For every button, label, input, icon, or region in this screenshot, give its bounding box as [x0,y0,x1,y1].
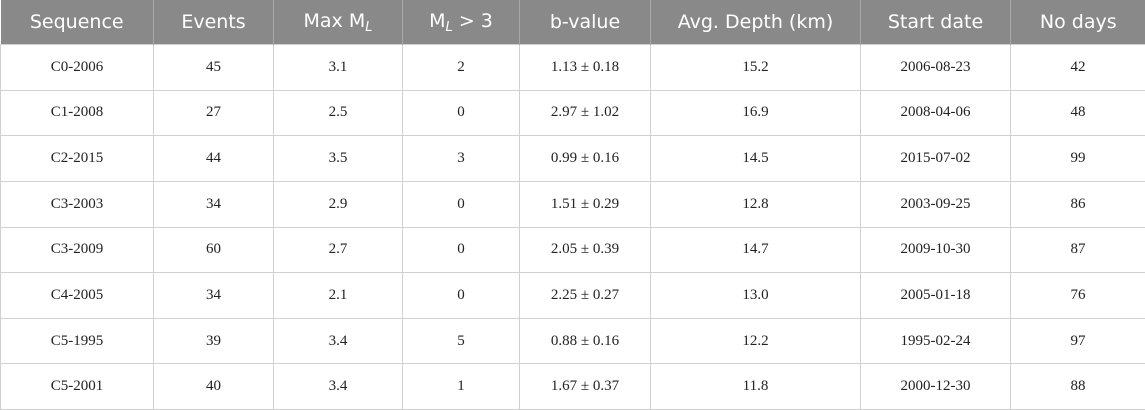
table-cell: 2000-12-30 [860,363,1011,410]
table-cell: C4-2005 [0,272,154,319]
table-cell: C1-2008 [0,89,154,137]
table-cell: 0 [402,272,520,319]
table-cell: 1995-02-24 [860,317,1011,365]
table-cell: 42 [1010,44,1145,91]
table-cell: 12.2 [650,317,861,365]
table-cell: 2005-01-18 [860,272,1011,319]
header-cell: Sequence [0,0,154,45]
table-cell: 0 [402,89,520,137]
table-cell: 40 [153,363,274,410]
table-cell: 0.99 ± 0.16 [519,135,651,182]
table-cell: 5 [402,317,520,365]
table-cell: 11.8 [650,363,861,410]
header-cell: Max ML [273,0,403,45]
table-cell: 2.9 [273,180,403,228]
table-cell: 99 [1010,135,1145,182]
table-cell: C2-2015 [0,135,154,182]
table-cell: 3 [402,135,520,182]
table-cell: 1.13 ± 0.18 [519,44,651,91]
table-row: C3-2009 60 2.7 0 2.05 ± 0.39 14.7 2009-10-30 87 [0,226,1145,274]
table-cell: 39 [153,317,274,365]
table-cell: 34 [153,272,274,319]
table-cell: 1.67 ± 0.37 [519,363,651,410]
table-cell: 2008-04-06 [860,89,1011,137]
header-cell: Events [153,0,274,45]
table-cell: 45 [153,44,274,91]
table-cell: 97 [1010,317,1145,365]
table-cell: C3-2009 [0,226,154,274]
table-cell: 3.4 [273,317,403,365]
table-row: C1-2008 27 2.5 0 2.97 ± 1.02 16.9 2008-04-06 48 [0,89,1145,137]
header-text: Events [181,11,246,33]
table-row: C2-2015 44 3.5 3 0.99 ± 0.16 14.5 2015-07-02 99 [0,135,1145,182]
table-cell: 3.5 [273,135,403,182]
table-cell: C5-2001 [0,363,154,410]
table-cell: 76 [1010,272,1145,319]
table-header: Sequence Events Max ML ML > 3 b-value Avg. De… [0,0,1145,45]
table-cell: 87 [1010,226,1145,274]
table-cell: 2.5 [273,89,403,137]
table-cell: 2.97 ± 1.02 [519,89,651,137]
table-cell: 0 [402,180,520,228]
table-cell: 13.0 [650,272,861,319]
table-cell: 2.05 ± 0.39 [519,226,651,274]
header-text: Start date [887,11,984,33]
header-text: b-value [549,11,621,33]
table-cell: 60 [153,226,274,274]
table-cell: 86 [1010,180,1145,228]
table-cell: 0.88 ± 0.16 [519,317,651,365]
table-row: C0-2006 45 3.1 2 1.13 ± 0.18 15.2 2006-08-23 42 [0,44,1145,91]
header-subscript: L [445,19,453,35]
header-text: M [429,9,446,32]
table-cell: C5-1995 [0,317,154,365]
table-row: C5-1995 39 3.4 5 0.88 ± 0.16 12.2 1995-02-24 97 [0,317,1145,365]
table-cell: 12.8 [650,180,861,228]
table-cell: 34 [153,180,274,228]
header-subscript: L [365,19,373,35]
table-cell: 27 [153,89,274,137]
table-cell: 2.7 [273,226,403,274]
table-row: C5-2001 40 3.4 1 1.67 ± 0.37 11.8 2000-12-30 88 [0,363,1145,410]
table-cell: 3.1 [273,44,403,91]
header-cell: Start date [860,0,1011,45]
table-cell: C0-2006 [0,44,154,91]
header-cell: Avg. Depth (km) [650,0,861,45]
header-text: Sequence [29,11,124,33]
header-text: Max M [303,9,366,32]
header-row: Sequence Events Max ML ML > 3 b-value Avg. De… [0,0,1145,45]
table-cell: 1 [402,363,520,410]
table-cell: 2015-07-02 [860,135,1011,182]
table-cell: 15.2 [650,44,861,91]
table-cell: 44 [153,135,274,182]
table-cell: 0 [402,226,520,274]
table-cell: 2.25 ± 0.27 [519,272,651,319]
table-cell: 2009-10-30 [860,226,1011,274]
header-text: > 3 [452,9,493,32]
header-text: Avg. Depth (km) [677,11,834,33]
table-cell: 2006-08-23 [860,44,1011,91]
header-cell: No days [1010,0,1145,45]
table-row: C4-2005 34 2.1 0 2.25 ± 0.27 13.0 2005-01-18 76 [0,272,1145,319]
table-cell: 2 [402,44,520,91]
table-cell: 1.51 ± 0.29 [519,180,651,228]
header-text: No days [1039,11,1117,33]
header-cell: b-value [519,0,651,45]
table-cell: 48 [1010,89,1145,137]
header-cell: ML > 3 [402,0,520,45]
table-cell: 2.1 [273,272,403,319]
table-body: C0-2006 45 3.1 2 1.13 ± 0.18 15.2 2006-08-23 42… [0,44,1145,410]
table-cell: 2003-09-25 [860,180,1011,228]
table-cell: 88 [1010,363,1145,410]
table-cell: C3-2003 [0,180,154,228]
table-row: C3-2003 34 2.9 0 1.51 ± 0.29 12.8 2003-09-25 86 [0,180,1145,228]
table-cell: 14.7 [650,226,861,274]
table-cell: 14.5 [650,135,861,182]
table-cell: 16.9 [650,89,861,137]
table-cell: 3.4 [273,363,403,410]
